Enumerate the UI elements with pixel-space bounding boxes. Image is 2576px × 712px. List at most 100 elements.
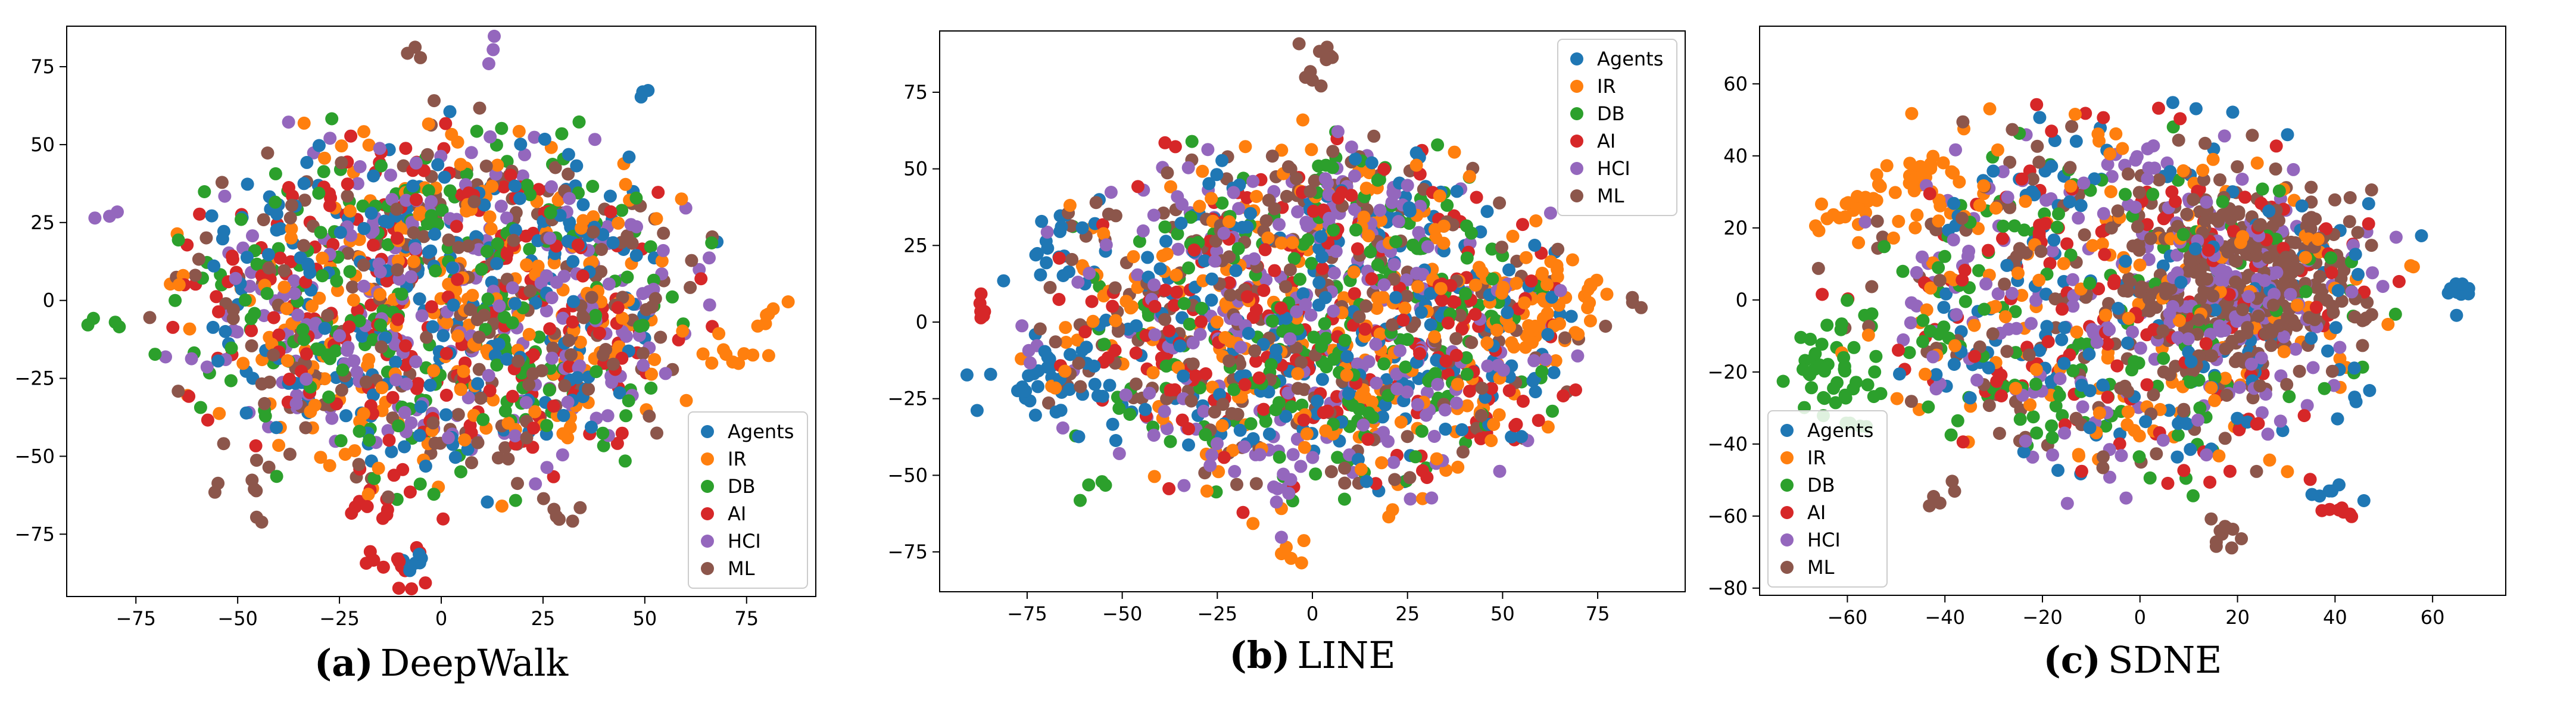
scatter-point-db <box>1349 223 1362 237</box>
scatter-point-agents <box>1376 410 1389 424</box>
x-tick-label: −40 <box>1925 606 1965 629</box>
scatter-point-db <box>269 167 282 180</box>
scatter-point-ir <box>1286 236 1299 249</box>
scatter-point-agents <box>557 408 570 422</box>
scatter-point-db <box>1841 293 1854 307</box>
scatter-point-ir <box>1490 323 1504 337</box>
scatter-point-hci <box>556 448 569 462</box>
scatter-point-agents <box>2362 197 2375 211</box>
scatter-point-ml <box>2231 160 2244 174</box>
scatter-point-agents <box>1349 152 1362 166</box>
scatter-point-hci <box>1438 403 1452 417</box>
scatter-point-ml <box>1108 281 1122 295</box>
scatter-point-ai <box>2107 274 2121 288</box>
scatter-point-hci <box>103 210 116 223</box>
scatter-point-ml <box>2285 266 2299 279</box>
scatter-point-ml <box>267 348 280 362</box>
scatter-point-ml <box>657 226 670 240</box>
scatter-point-ml <box>2003 155 2017 169</box>
x-tick-label: 0 <box>435 607 447 630</box>
scatter-point-agents <box>508 297 522 310</box>
scatter-point-db <box>532 330 546 344</box>
scatter-point-db <box>1486 272 1499 286</box>
legend-marker-ai <box>1570 135 1583 148</box>
scatter-point-hci <box>1387 455 1401 469</box>
scatter-point-db <box>1431 138 1445 152</box>
scatter-point-ir <box>520 258 534 271</box>
scatter-point-ir <box>1196 164 1209 178</box>
scatter-point-db <box>666 290 679 304</box>
scatter-point-ir <box>1920 303 1933 317</box>
scatter-point-db <box>619 409 633 423</box>
legend-label-db: DB <box>728 475 756 498</box>
scatter-point-hci <box>2200 195 2213 209</box>
scatter-point-hci <box>1493 464 1507 478</box>
scatter-point-ir <box>2032 273 2046 287</box>
scatter-point-ir <box>1977 179 1991 193</box>
scatter-point-ml <box>1456 445 1470 459</box>
scatter-point-hci <box>486 43 500 57</box>
scatter-point-hci <box>1331 125 1345 139</box>
scatter-point-db <box>330 274 344 288</box>
scatter-point-ir <box>1480 336 1494 349</box>
legend-marker-db <box>701 480 714 493</box>
scatter-point-hci <box>1390 367 1404 381</box>
scatter-point-db <box>1804 332 1817 346</box>
scatter-point-agents <box>1279 311 1293 325</box>
scatter-point-ml <box>619 233 633 246</box>
scatter-point-db <box>1371 258 1384 271</box>
scatter-point-agents <box>1270 343 1283 357</box>
scatter-point-db <box>363 433 376 447</box>
scatter-point-ai <box>1158 136 1172 149</box>
scatter-point-ir <box>1485 434 1498 448</box>
scatter-point-db <box>1331 451 1345 464</box>
scatter-point-ml <box>616 291 629 304</box>
scatter-point-db <box>1944 428 1958 442</box>
scatter-point-db <box>1183 317 1196 331</box>
scatter-point-ir <box>440 316 454 329</box>
legend-label-hci: HCI <box>1807 529 1841 551</box>
scatter-point-ai <box>2177 464 2191 477</box>
scatter-point-ir <box>343 204 357 218</box>
scatter-point-agents <box>1034 268 1047 282</box>
scatter-point-ai <box>193 207 207 221</box>
scatter-point-ir <box>2068 108 2082 121</box>
scatter-point-ai <box>2079 107 2092 120</box>
scatter-point-hci <box>1237 440 1251 454</box>
scatter-point-hci <box>1404 492 1417 506</box>
scatter-point-hci <box>2254 351 2268 365</box>
scatter-point-db <box>1916 314 1930 327</box>
scatter-point-agents <box>1359 474 1373 488</box>
y-tick-label: 75 <box>903 81 928 104</box>
scatter-point-ir <box>1487 418 1501 431</box>
scatter-point-ml <box>2213 173 2226 187</box>
scatter-point-db <box>413 477 427 491</box>
scatter-point-hci <box>373 265 387 279</box>
scatter-point-ml <box>428 436 442 450</box>
scatter-point-agents <box>241 177 254 191</box>
scatter-point-ml <box>463 303 477 316</box>
scatter-point-agents <box>398 440 411 454</box>
scatter-point-ml <box>1474 409 1488 422</box>
scatter-point-ir <box>2070 325 2084 339</box>
scatter-point-ir <box>1205 192 1218 205</box>
scatter-point-ml <box>2309 280 2322 294</box>
scatter-point-agents <box>1215 154 1229 167</box>
scatter-point-ai <box>344 129 358 143</box>
scatter-point-ml <box>357 258 370 272</box>
scatter-point-hci <box>1916 250 1929 264</box>
scatter-point-ml <box>2063 161 2077 174</box>
scatter-point-hci <box>1099 238 1113 252</box>
scatter-point-ml <box>245 473 259 487</box>
scatter-point-hci <box>1015 319 1029 333</box>
scatter-point-ml <box>2209 539 2223 553</box>
scatter-point-ir <box>1838 210 1852 224</box>
scatter-point-ir <box>2103 147 2117 161</box>
scatter-point-ml <box>1072 357 1086 370</box>
scatter-point-ml <box>498 441 512 455</box>
scatter-point-ir <box>316 251 329 265</box>
scatter-point-hci <box>1136 224 1150 238</box>
scatter-point-hci <box>2261 427 2275 441</box>
scatter-point-ml <box>472 363 486 376</box>
scatter-point-ml <box>1948 485 1961 498</box>
